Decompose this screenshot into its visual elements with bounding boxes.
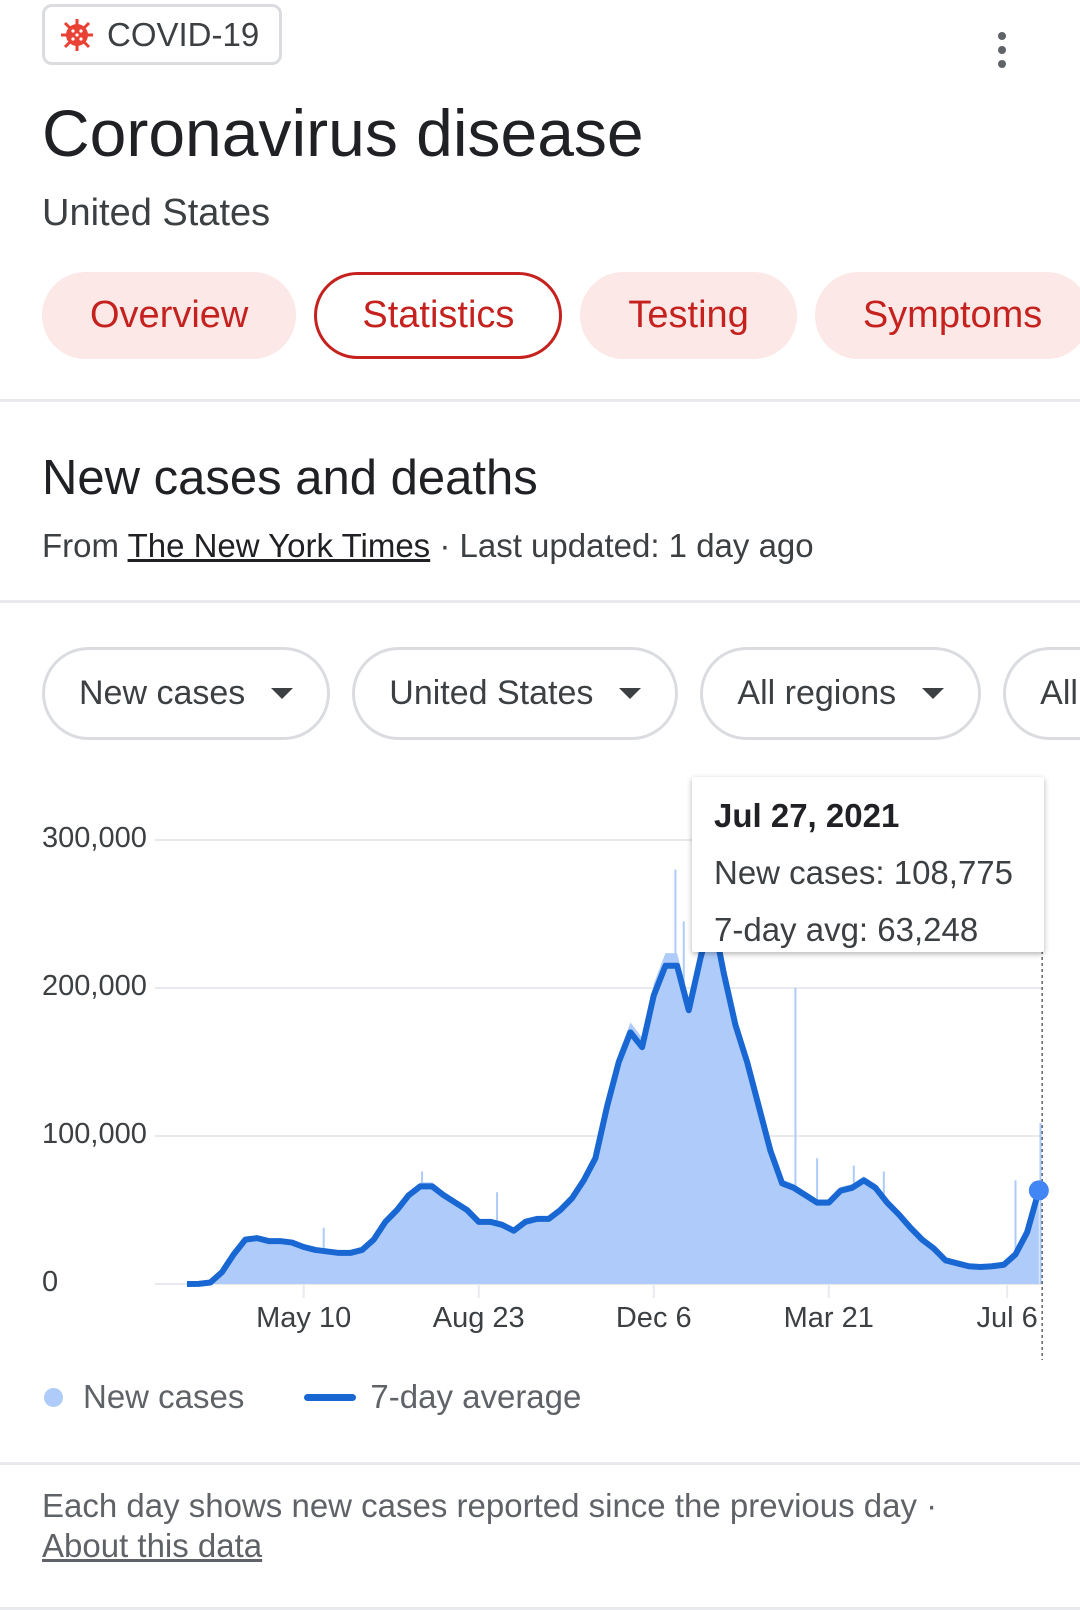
virus-icon <box>61 18 93 51</box>
caret-down-icon <box>922 688 945 699</box>
source-prefix: From <box>42 527 128 564</box>
tab-bar: Overview Statistics Testing Symptoms <box>42 272 1080 359</box>
dropdown-label: United States <box>389 674 594 712</box>
avg-legend-line <box>304 1393 357 1401</box>
y-tick-label: 300,000 <box>42 822 147 854</box>
x-tick-label: Aug 23 <box>432 1302 525 1334</box>
chip-label: COVID-19 <box>107 15 260 53</box>
x-tick-label: Jul 6 <box>976 1302 1038 1334</box>
selected-point <box>1028 1180 1049 1201</box>
filter-bar: New cases United States All regions All … <box>42 647 1080 740</box>
tab-symptoms[interactable]: Symptoms <box>814 272 1080 359</box>
metric-dropdown[interactable]: New cases <box>42 647 331 740</box>
divider <box>0 600 1080 603</box>
caret-down-icon <box>619 688 642 699</box>
footer-separator: · <box>916 1487 938 1524</box>
last-updated: · Last updated: 1 day ago <box>430 527 814 564</box>
covid-chip[interactable]: COVID-19 <box>42 4 282 65</box>
about-data-link[interactable]: About this data <box>42 1527 263 1564</box>
x-tick-label: Mar 21 <box>783 1302 874 1334</box>
section-title: New cases and deaths <box>42 451 538 505</box>
divider <box>0 399 1080 402</box>
more-options-icon[interactable] <box>990 30 1014 70</box>
x-tick-label: Dec 6 <box>615 1302 692 1334</box>
country-dropdown[interactable]: United States <box>352 647 679 740</box>
source-link[interactable]: The New York Times <box>127 527 431 564</box>
legend-new-cases: New cases <box>83 1378 245 1415</box>
divider <box>0 1462 1080 1465</box>
tab-overview[interactable]: Overview <box>42 272 297 359</box>
source-line: From The New York Times · Last updated: … <box>42 527 814 565</box>
x-tick-label: May 10 <box>256 1302 352 1334</box>
tooltip-new-cases: New cases: 108,775 <box>714 854 1014 891</box>
divider <box>0 1607 1080 1610</box>
tab-testing[interactable]: Testing <box>580 272 797 359</box>
y-tick-label: 100,000 <box>42 1118 147 1150</box>
seven-day-average-line <box>186 911 1042 1287</box>
cases-chart[interactable] <box>0 0 1080 1370</box>
footer-text: Each day shows new cases reported since … <box>42 1487 917 1524</box>
y-tick-label: 200,000 <box>42 970 147 1002</box>
tooltip-avg: 7-day avg: 63,248 <box>714 911 979 948</box>
chart-legend: New cases 7-day average <box>44 1378 581 1416</box>
footer-note: Each day shows new cases reported since … <box>42 1486 1042 1566</box>
new-cases-legend-dot <box>44 1387 63 1407</box>
y-tick-label: 0 <box>42 1266 59 1298</box>
location-subtitle: United States <box>42 192 271 234</box>
region-dropdown[interactable]: All regions <box>700 647 982 740</box>
dropdown-label: New cases <box>79 674 246 712</box>
tab-statistics[interactable]: Statistics <box>314 272 563 359</box>
dropdown-label: All t <box>1040 674 1080 712</box>
legend-7day-average: 7-day average <box>370 1378 582 1415</box>
tooltip-date: Jul 27, 2021 <box>714 797 900 834</box>
page-title: Coronavirus disease <box>42 96 644 170</box>
dropdown-label: All regions <box>737 674 897 712</box>
time-dropdown[interactable]: All t <box>1003 647 1080 740</box>
caret-down-icon <box>271 688 294 699</box>
chart-tooltip: Jul 27, 2021 New cases: 108,775 7-day av… <box>692 777 1044 952</box>
